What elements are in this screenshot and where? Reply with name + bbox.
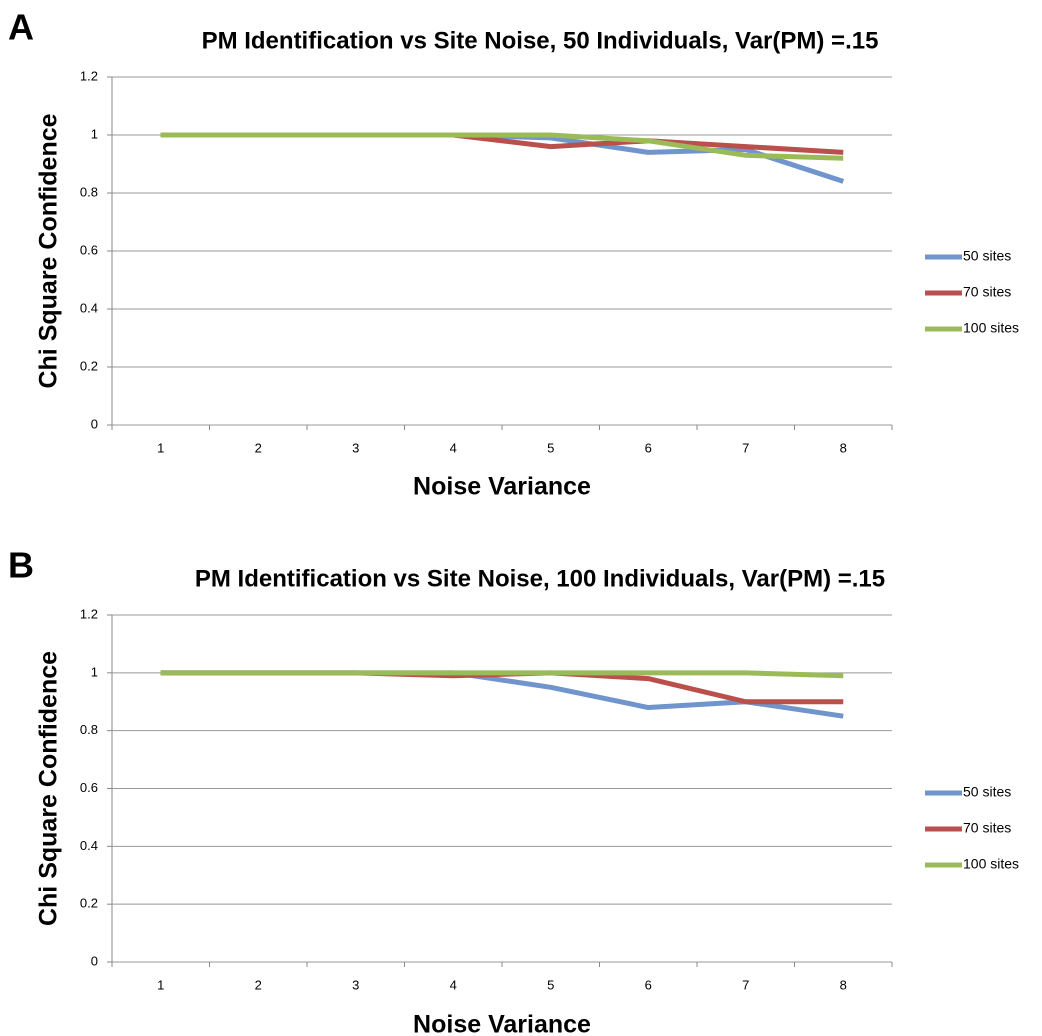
y-axis-title: Chi Square Confidence [35,651,63,926]
x-tick-label: 1 [157,440,164,455]
x-tick-label: 4 [450,977,457,992]
y-tick-label: 1.2 [80,606,98,621]
y-tick-label: 0.8 [80,184,98,199]
x-tick-label: 6 [645,977,652,992]
series-line [160,670,844,705]
x-tick-label: 2 [255,977,262,992]
legend-label: 100 sites [963,320,1019,336]
legend-label: 70 sites [963,284,1011,300]
x-tick-label: 1 [157,977,164,992]
y-tick-label: 0.8 [80,722,98,737]
y-tick-label: 0.2 [80,358,98,373]
series-line [160,670,844,679]
y-tick-label: 0.4 [80,300,98,315]
legend-label: 100 sites [963,856,1019,872]
legend-label: 50 sites [963,784,1011,800]
x-axis-title: Noise Variance [413,1011,591,1036]
x-tick-label: 6 [645,440,652,455]
y-tick-label: 0.6 [80,780,98,795]
x-tick-label: 5 [547,977,554,992]
x-tick-label: 3 [352,440,359,455]
chart-title: PM Identification vs Site Noise, 100 Ind… [195,565,885,592]
y-tick-label: 0.6 [80,242,98,257]
y-tick-label: 1 [91,126,98,141]
series-line [160,132,844,161]
y-tick-label: 0 [91,416,98,431]
legend-label: 70 sites [963,820,1011,836]
series-line [160,670,844,719]
x-tick-label: 7 [742,977,749,992]
x-axis-title: Noise Variance [413,473,591,501]
y-tick-label: 0.4 [80,838,98,853]
x-tick-label: 8 [840,440,847,455]
x-tick-label: 7 [742,440,749,455]
x-tick-label: 3 [352,977,359,992]
panel-label: B [8,545,34,586]
x-tick-label: 4 [450,440,457,455]
panel-label: A [8,7,34,48]
x-tick-label: 2 [255,440,262,455]
x-tick-label: 8 [840,977,847,992]
y-tick-label: 0.2 [80,896,98,911]
chart-title: PM Identification vs Site Noise, 50 Indi… [202,27,879,54]
y-tick-label: 1 [91,664,98,679]
y-tick-label: 0 [91,953,98,968]
y-tick-label: 1.2 [80,68,98,83]
x-tick-label: 5 [547,440,554,455]
y-axis-title: Chi Square Confidence [35,113,63,388]
legend-label: 50 sites [963,248,1011,264]
